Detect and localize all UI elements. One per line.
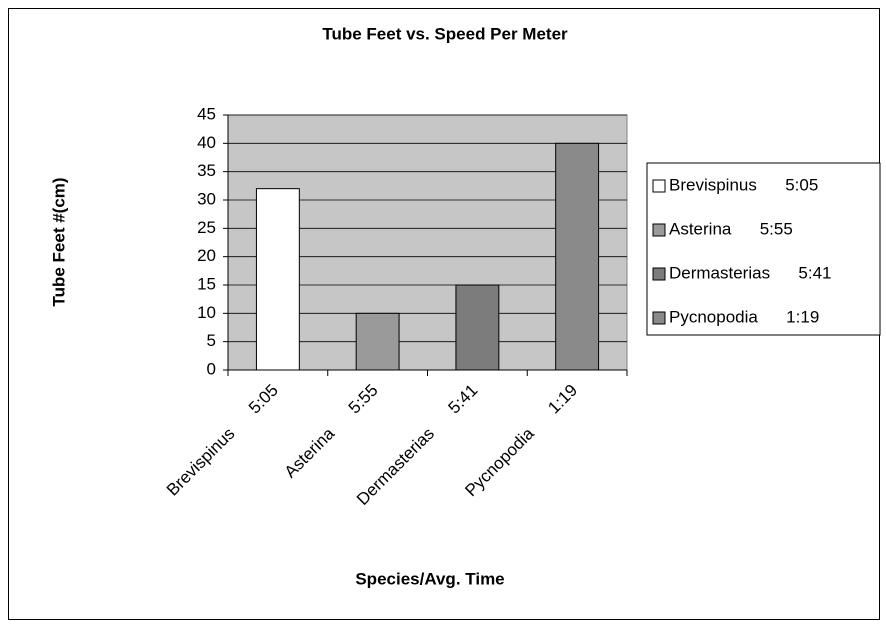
bar [555,142,600,371]
legend-label: Pycnopodia 1:19 [669,307,819,326]
y-tick-label: 20 [197,246,216,265]
y-tick-label: 10 [197,303,216,322]
y-tick-label: 35 [197,161,216,180]
legend [646,162,881,336]
x-axis-label: Species/Avg. Time [355,569,504,588]
y-tick-label: 30 [197,189,216,208]
bar [255,188,300,371]
legend-swatch [652,223,666,237]
legend-label: Brevispinus 5:05 [669,175,818,194]
y-tick-label: 0 [207,359,216,378]
y-tick-label: 45 [197,104,216,123]
legend-swatch [652,179,666,193]
y-tick-label: 25 [197,218,216,237]
legend-swatch [652,311,666,325]
y-tick-label: 40 [197,133,216,152]
legend-label: Asterina 5:55 [669,219,793,238]
legend-label: Dermasterias 5:41 [669,263,832,282]
legend-swatch [652,267,666,281]
bar [455,284,500,371]
chart-title: Tube Feet vs. Speed Per Meter [322,24,568,43]
bar [355,312,400,371]
y-tick-label: 5 [207,331,216,350]
y-tick-label: 15 [197,274,216,293]
y-axis-label: Tube Feet #(cm) [49,177,68,306]
